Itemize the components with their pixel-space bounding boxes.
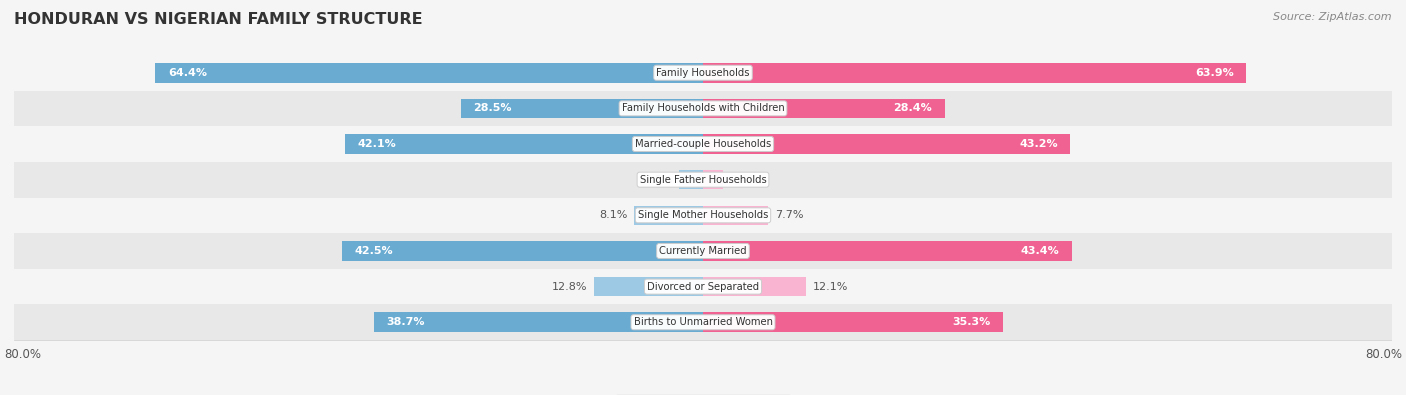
Text: Married-couple Households: Married-couple Households <box>636 139 770 149</box>
Text: 38.7%: 38.7% <box>387 317 425 327</box>
Text: HONDURAN VS NIGERIAN FAMILY STRUCTURE: HONDURAN VS NIGERIAN FAMILY STRUCTURE <box>14 12 423 27</box>
Bar <box>6 233 1400 269</box>
Text: 12.8%: 12.8% <box>551 282 588 292</box>
Text: Births to Unmarried Women: Births to Unmarried Women <box>634 317 772 327</box>
Text: Family Households: Family Households <box>657 68 749 78</box>
Bar <box>344 134 703 154</box>
Text: 35.3%: 35.3% <box>952 317 990 327</box>
Text: Family Households with Children: Family Households with Children <box>621 103 785 113</box>
Bar <box>703 241 1073 261</box>
Bar <box>703 170 724 190</box>
Bar <box>595 277 703 296</box>
Bar <box>6 162 1400 198</box>
Bar <box>679 170 703 190</box>
Text: 64.4%: 64.4% <box>167 68 207 78</box>
Text: 63.9%: 63.9% <box>1195 68 1233 78</box>
Text: 42.5%: 42.5% <box>354 246 392 256</box>
Bar <box>6 305 1400 340</box>
Text: 12.1%: 12.1% <box>813 282 848 292</box>
Bar <box>6 269 1400 305</box>
Text: Currently Married: Currently Married <box>659 246 747 256</box>
Text: 43.4%: 43.4% <box>1021 246 1059 256</box>
Text: 2.8%: 2.8% <box>644 175 672 185</box>
Bar <box>6 198 1400 233</box>
Text: Single Mother Households: Single Mother Households <box>638 210 768 220</box>
Text: Source: ZipAtlas.com: Source: ZipAtlas.com <box>1274 12 1392 22</box>
Text: Divorced or Separated: Divorced or Separated <box>647 282 759 292</box>
Bar <box>703 277 806 296</box>
Bar <box>155 63 703 83</box>
Text: 28.4%: 28.4% <box>893 103 932 113</box>
Text: 28.5%: 28.5% <box>474 103 512 113</box>
Bar <box>703 205 769 225</box>
Bar <box>342 241 703 261</box>
Bar <box>703 312 1004 332</box>
Bar <box>703 99 945 118</box>
Bar <box>461 99 703 118</box>
Bar <box>6 55 1400 90</box>
Text: 42.1%: 42.1% <box>357 139 396 149</box>
Bar <box>634 205 703 225</box>
Bar <box>703 134 1070 154</box>
Bar <box>703 63 1247 83</box>
Text: 7.7%: 7.7% <box>775 210 804 220</box>
Bar <box>6 90 1400 126</box>
Text: 8.1%: 8.1% <box>599 210 627 220</box>
Text: 43.2%: 43.2% <box>1019 139 1057 149</box>
Bar <box>6 126 1400 162</box>
Text: Single Father Households: Single Father Households <box>640 175 766 185</box>
Text: 2.4%: 2.4% <box>730 175 759 185</box>
Bar <box>374 312 703 332</box>
